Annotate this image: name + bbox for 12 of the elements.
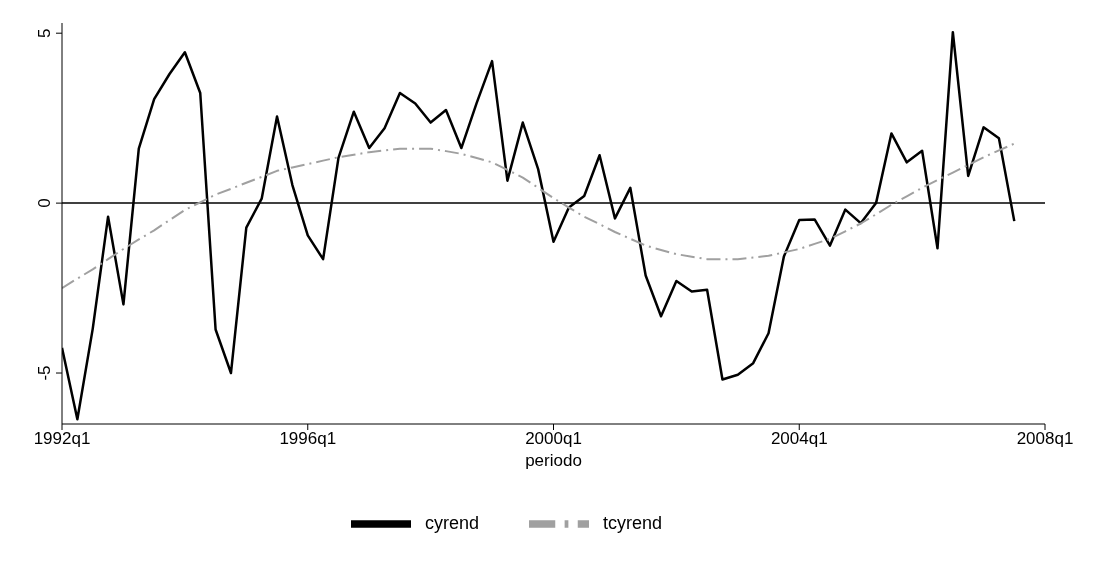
legend-label: cyrend — [424, 512, 479, 533]
y-tick-label: -5 — [35, 365, 54, 381]
x-tick-label: 2008q1 — [1016, 429, 1074, 449]
legend-label: tcyrend — [603, 512, 663, 533]
x-tick-label: 2004q1 — [770, 429, 828, 449]
x-tick-label: 1996q1 — [279, 429, 337, 449]
x-tick-label: 2000q1 — [525, 429, 582, 449]
y-tick-label: 0 — [35, 198, 54, 208]
line-series — [62, 142, 1016, 290]
y-tick-label: 5 — [35, 28, 54, 38]
x-axis-title: periodo — [525, 451, 582, 471]
x-tick-label: 1992q1 — [33, 429, 91, 449]
